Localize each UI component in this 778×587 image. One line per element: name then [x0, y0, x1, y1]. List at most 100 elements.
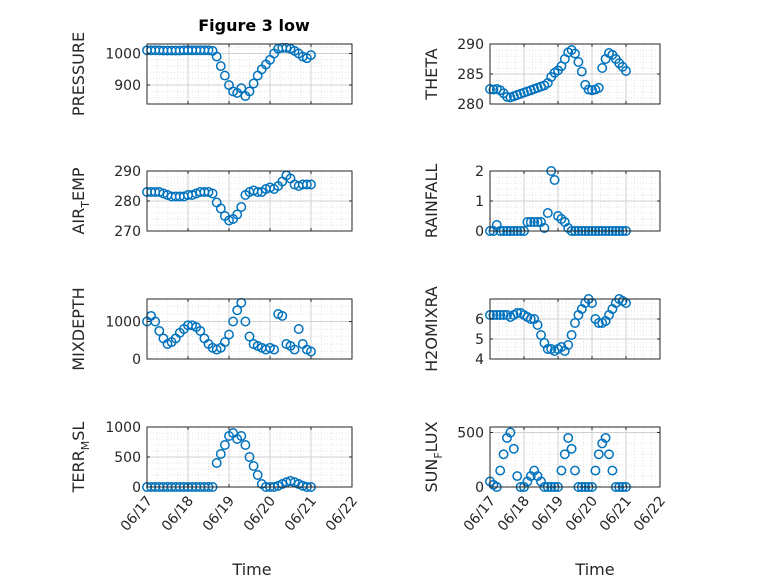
- data-point: [522, 217, 533, 227]
- x-tick-label: 06/20: [563, 493, 601, 534]
- y-axis-label-4: RAINFALL: [422, 164, 441, 239]
- axes-box: [489, 298, 661, 360]
- subplot-7: 0 500 1000 06/17 06/18 06/19 06/20 06/21 06/22 TE…: [69, 420, 361, 534]
- data-point: [236, 83, 247, 94]
- x-tick-label: 06/18: [159, 493, 197, 534]
- y-tick-label: 1000: [105, 46, 141, 62]
- data-point: [236, 202, 247, 212]
- data-point: [600, 432, 611, 443]
- axes-box: [146, 43, 353, 105]
- data-point: [607, 465, 618, 476]
- y-axis-label-8: SUNFLUX: [422, 421, 445, 492]
- data-point: [240, 316, 251, 327]
- data-point: [488, 84, 499, 95]
- data-point: [215, 449, 226, 459]
- grid: [146, 44, 353, 105]
- data-point: [224, 329, 234, 340]
- data-point: [508, 443, 519, 454]
- x-tick-label: 06/22: [631, 493, 669, 534]
- data-point: [491, 310, 502, 320]
- data-point: [154, 325, 165, 336]
- data-point: [495, 465, 506, 476]
- data-point: [289, 344, 300, 355]
- grid: [489, 427, 661, 488]
- data-point: [556, 465, 567, 476]
- data-point: [505, 427, 516, 438]
- data-point: [248, 78, 259, 89]
- x-tick-label: 06/20: [241, 493, 279, 534]
- y-tick-label: 500: [457, 425, 484, 441]
- data-point: [306, 179, 316, 190]
- x-tick-label: 06/22: [323, 493, 361, 534]
- data-point: [570, 318, 580, 328]
- y-tick-label: 0: [132, 352, 141, 368]
- y-tick-label: 1: [475, 194, 484, 210]
- data-point: [573, 57, 584, 67]
- x-tick-label: 06/19: [529, 493, 567, 534]
- data-point: [244, 452, 255, 462]
- y-tick-label: 900: [114, 78, 141, 94]
- data-point: [498, 310, 509, 320]
- data-point: [240, 440, 251, 450]
- figure-title: Figure 3 low: [198, 16, 310, 35]
- x-tick-label: 06/21: [597, 493, 635, 534]
- x-tick-label: 06/19: [200, 493, 238, 534]
- data-point: [488, 310, 499, 320]
- data-point: [597, 63, 608, 73]
- data-point: [306, 50, 316, 61]
- data-point: [228, 316, 239, 327]
- data-point: [495, 310, 506, 320]
- x-tick-label: 06/17: [461, 493, 499, 534]
- data-point: [293, 324, 304, 334]
- y-tick-label: 2: [475, 164, 484, 180]
- grid: [146, 426, 353, 488]
- axes-box: [146, 298, 353, 360]
- data-point: [502, 91, 512, 102]
- data-point: [512, 471, 523, 482]
- subplot-6: 4 5 6 H2OMIXRA: [422, 286, 661, 372]
- data-point: [563, 432, 574, 443]
- data-point: [539, 223, 550, 233]
- x-axis-label-left: Time: [231, 560, 271, 579]
- data-point: [583, 84, 594, 95]
- data-point: [512, 308, 523, 318]
- data-point: [593, 449, 604, 460]
- data-point: [219, 440, 230, 450]
- data-point: [570, 48, 580, 59]
- x-tick-label: 06/17: [118, 493, 156, 534]
- data-point: [207, 188, 218, 199]
- data-point: [277, 310, 288, 321]
- y-tick-label: 290: [114, 164, 141, 180]
- data-point: [150, 316, 161, 327]
- grid: [489, 170, 661, 232]
- data-point: [498, 449, 509, 460]
- data-point: [211, 51, 222, 62]
- y-axis-label-6: H2OMIXRA: [422, 286, 441, 372]
- y-tick-label: 280: [457, 97, 484, 113]
- data-point: [215, 203, 226, 214]
- data-point: [215, 61, 226, 72]
- data-point: [203, 45, 214, 56]
- data-point: [542, 344, 553, 354]
- data-point: [536, 330, 546, 340]
- data-point: [549, 175, 560, 185]
- data-point: [621, 66, 631, 76]
- data-point: [236, 431, 247, 441]
- data-point: [566, 443, 577, 454]
- data-point: [195, 325, 206, 336]
- subplot-5: 0 1000 MIXDEPTH: [69, 287, 353, 371]
- subplot-2: 280 285 290 THETA: [422, 37, 661, 113]
- data-point: [244, 86, 255, 97]
- y-axis-label-7: TERRMSL: [69, 422, 92, 494]
- grid: [489, 298, 661, 360]
- data-point: [219, 70, 230, 81]
- data-point: [232, 305, 243, 316]
- subplot-4: 0 1 2 RAINFALL: [422, 164, 661, 240]
- data-point: [566, 330, 577, 340]
- y-tick-label: 0: [475, 480, 484, 496]
- data-point: [559, 449, 570, 460]
- data-point: [532, 320, 543, 330]
- y-axis-label-5: MIXDEPTH: [69, 287, 88, 370]
